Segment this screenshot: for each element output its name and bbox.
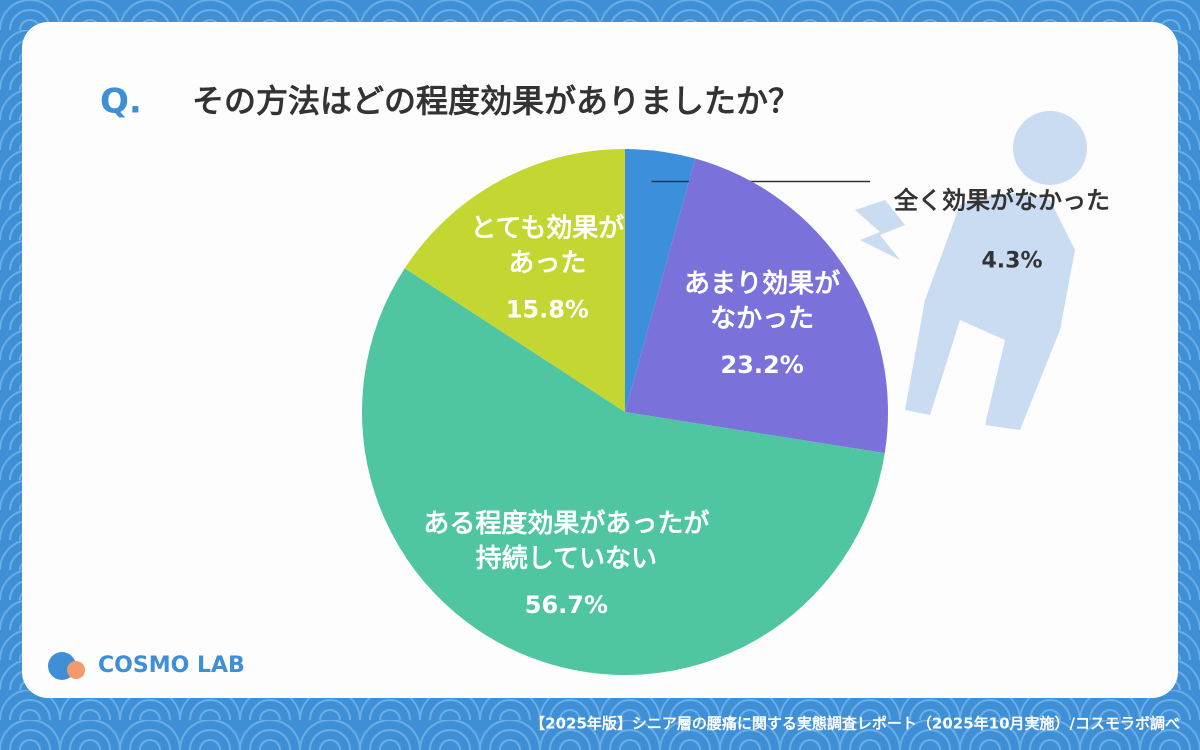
chart-title: その方法はどの程度効果がありましたか？ [192, 82, 800, 120]
value-label: 56.7% [525, 591, 608, 619]
logo-icon [67, 661, 85, 679]
footer: 【2025年版】シニア層の腰痛に関する実態調査レポート（2025年10月実施）/… [530, 715, 1180, 733]
pie-slice [404, 149, 625, 412]
slice-label: ある程度効果があったが持続していない [423, 508, 709, 574]
value-label: 23.2% [720, 351, 803, 379]
pie-slice [625, 149, 696, 412]
question-mark: Q. [100, 82, 142, 122]
pie-slice [361, 268, 885, 676]
value-label: 4.3% [981, 249, 1042, 274]
logo: COSMO LAB [98, 653, 245, 678]
person-icon [855, 111, 1087, 430]
slice-label: とても効果があった [470, 212, 624, 278]
pie-slice [625, 158, 888, 454]
value-label: 15.8% [506, 296, 589, 324]
slice-label: 全く効果がなかった [893, 187, 1110, 215]
slice-label: あまり効果がなかった [684, 267, 840, 333]
